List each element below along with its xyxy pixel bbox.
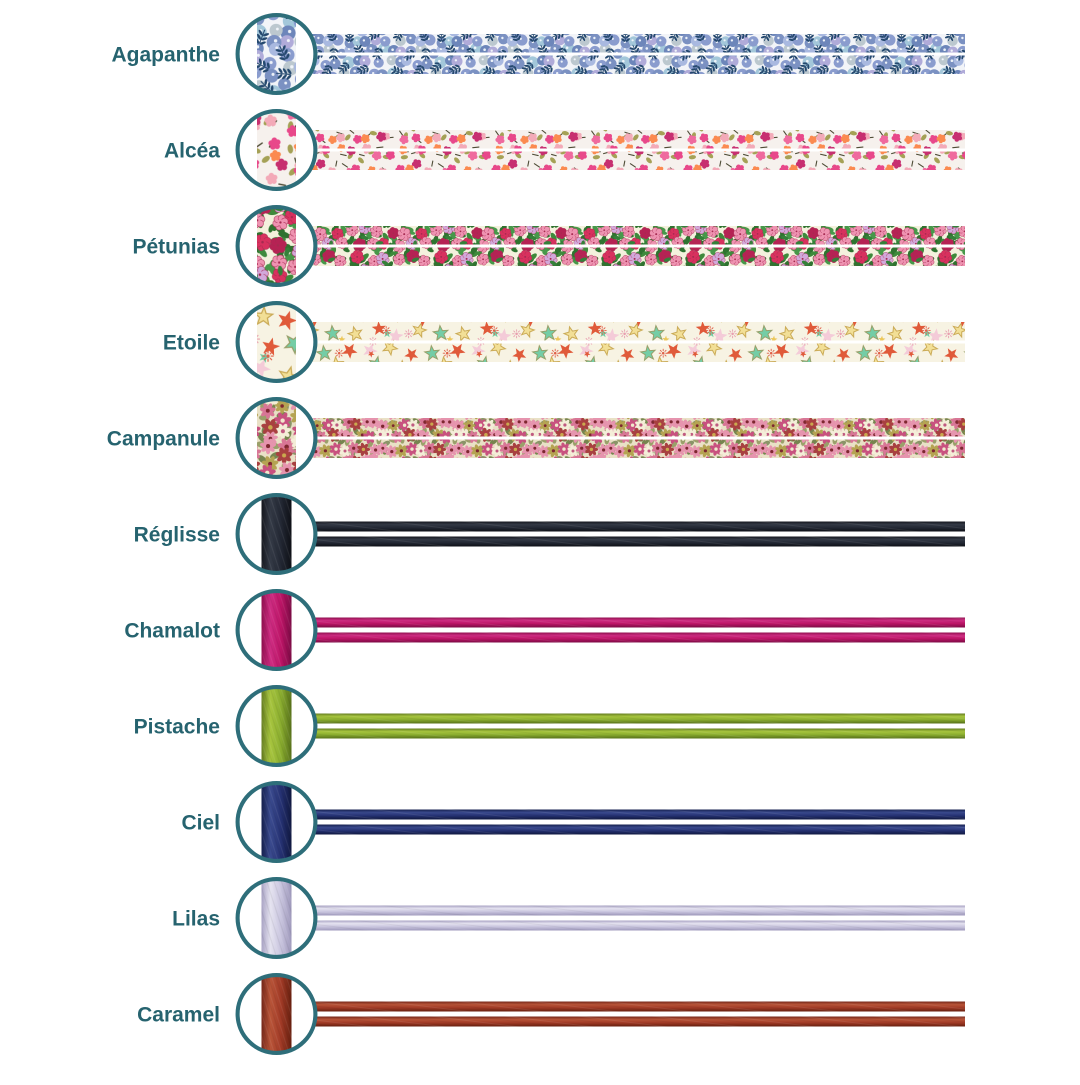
svg-text:Ciel: Ciel — [181, 812, 220, 835]
svg-text:Alcéa: Alcéa — [164, 140, 220, 163]
svg-text:Agapanthe: Agapanthe — [111, 44, 220, 67]
svg-text:Pétunias: Pétunias — [132, 236, 220, 259]
svg-text:Chamalot: Chamalot — [124, 620, 220, 643]
svg-text:Réglisse: Réglisse — [134, 524, 220, 547]
svg-text:Pistache: Pistache — [134, 716, 220, 739]
svg-text:Etoile: Etoile — [163, 332, 220, 355]
svg-text:Caramel: Caramel — [137, 1004, 220, 1027]
svg-text:Lilas: Lilas — [172, 908, 220, 931]
svg-text:Campanule: Campanule — [107, 428, 220, 451]
